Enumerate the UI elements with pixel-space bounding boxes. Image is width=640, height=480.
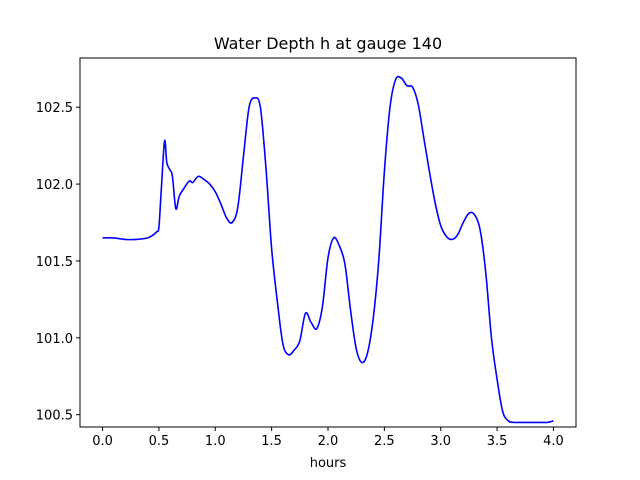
y-tick-label: 102.0 [36,178,73,193]
y-tick-label: 101.0 [36,332,73,347]
x-tick-label: 0.0 [92,434,113,449]
x-tick-label: 0.5 [149,434,170,449]
y-tick-label: 100.5 [36,409,73,424]
x-tick-label: 2.5 [374,434,395,449]
series-line-0 [102,75,554,424]
y-axis-ticks: 100.5 101.0 101.5 102.0 102.5 [36,101,80,424]
chart-title: Water Depth h at gauge 140 [214,34,442,53]
x-tick-label: 2.0 [318,434,339,449]
x-tick-label: 4.0 [543,434,564,449]
x-axis-label: hours [310,456,347,471]
x-tick-label: 3.5 [487,434,508,449]
y-tick-label: 102.5 [36,101,73,116]
x-axis-ticks: 0.0 0.5 1.0 1.5 2.0 2.5 3.0 3.5 4.0 [92,427,564,449]
x-tick-label: 1.5 [261,434,282,449]
series-layer [102,75,554,424]
x-tick-label: 1.0 [205,434,226,449]
y-tick-label: 101.5 [36,255,73,270]
plot-frame [79,57,577,428]
x-tick-label: 3.0 [430,434,451,449]
